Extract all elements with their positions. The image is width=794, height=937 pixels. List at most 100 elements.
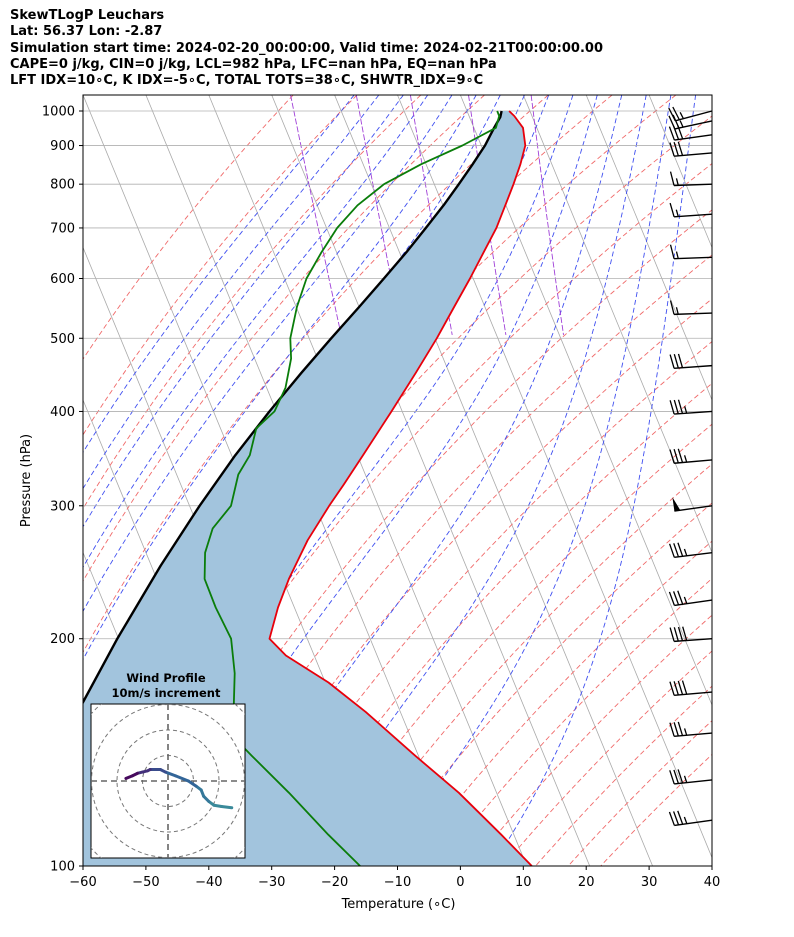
dry-adiabat-line: [437, 577, 712, 866]
x-tick-label: −30: [258, 875, 285, 890]
isotherm-line: [775, 95, 794, 866]
moist-adiabat-line: [112, 95, 574, 866]
temperature-profile-line: [268, 110, 533, 866]
wind-barb: [669, 448, 713, 464]
dry-adiabat-line: [405, 540, 712, 866]
x-tick-label: −50: [132, 875, 159, 890]
isotherm-line: [208, 95, 528, 866]
wind-barb: [668, 125, 713, 141]
x-tick-label: −40: [195, 875, 222, 890]
x-tick-label: −20: [321, 875, 348, 890]
y-tick-label: 400: [50, 405, 75, 420]
hodograph-plot: [91, 704, 245, 858]
dry-adiabat-line: [470, 614, 712, 866]
hodograph-subtitle: 10m/s increment: [112, 686, 221, 700]
dry-adiabat-line: [372, 502, 712, 866]
y-tick-label: 800: [50, 178, 75, 193]
wind-barb: [669, 171, 713, 187]
wind-barb: [669, 626, 713, 643]
wind-barb: [669, 244, 713, 260]
x-tick-label: −10: [384, 875, 411, 890]
parcel-profile-line: [83, 110, 503, 705]
dry-adiabat-line: [274, 382, 712, 866]
hodograph-trace-segment: [186, 779, 198, 788]
y-axis-label: Pressure (hPa): [19, 434, 34, 527]
isotherm-line: [334, 95, 653, 866]
dry-adiabat-line: [144, 209, 712, 866]
isotherm-line: [83, 856, 87, 866]
x-tick-label: 40: [704, 875, 721, 890]
y-tick-label: 300: [50, 499, 75, 514]
dry-adiabat-line: [502, 650, 712, 866]
plot-area: [83, 95, 794, 866]
isotherm-line: [522, 95, 712, 554]
x-tick-label: −60: [69, 875, 96, 890]
chart-header: SkewTLogP Leuchars Lat: 56.37 Lon: -2.87…: [10, 8, 603, 89]
stability-parameters: CAPE=0 j/kg, CIN=0 j/kg, LCL=982 hPa, LF…: [10, 56, 497, 72]
x-axis-label: Temperature (∘C): [341, 897, 456, 912]
y-tick-label: 600: [50, 272, 75, 287]
cin-shaded-area: [83, 111, 532, 866]
mixing-ratio-line: [530, 95, 564, 335]
wind-barb: [669, 202, 713, 218]
moist-adiabat-line: [83, 95, 404, 528]
y-tick-label: 100: [50, 860, 75, 875]
isotherm-line: [271, 95, 591, 866]
wind-barb: [669, 353, 713, 369]
dry-adiabat-line: [83, 95, 422, 510]
x-tick-label: 0: [456, 875, 464, 890]
x-tick-label: 30: [641, 875, 658, 890]
moist-adiabat-line: [218, 95, 623, 866]
isotherm-line: [648, 95, 712, 249]
moist-adiabat-line: [290, 95, 647, 866]
dry-adiabat-line: [307, 423, 712, 866]
dry-adiabat-line: [209, 298, 712, 866]
moist-adiabat-line: [83, 95, 429, 569]
isotherm-line: [460, 95, 712, 707]
wind-barb: [668, 590, 713, 607]
wind-barb: [669, 769, 713, 785]
dry-adiabat-line: [567, 720, 712, 866]
y-tick-label: 200: [50, 632, 75, 647]
dry-adiabat-line: [600, 753, 712, 866]
hodograph-trace-segment: [220, 805, 234, 810]
x-tick-label: 20: [578, 875, 595, 890]
y-tick-label: 500: [50, 332, 75, 347]
hodograph-trace-segment: [174, 774, 190, 783]
location-coordinates: Lat: 56.37 Lon: -2.87: [10, 24, 163, 40]
moist-adiabat-line: [381, 95, 672, 866]
wind-barb: [669, 721, 713, 738]
index-parameters: LFT IDX=10∘C, K IDX=-5∘C, TOTAL TOTS=38∘…: [10, 73, 484, 89]
wind-barb: [669, 300, 713, 316]
wind-barb: [669, 141, 713, 157]
chart-title: SkewTLogP Leuchars: [10, 8, 165, 23]
hodograph-title: Wind Profile: [126, 671, 206, 685]
hodograph-trace-segment: [163, 770, 178, 778]
isotherm-line: [585, 95, 712, 402]
dry-adiabat-line: [339, 463, 712, 866]
moist-adiabat-line: [160, 95, 598, 866]
simulation-times: Simulation start time: 2024-02-20_00:00:…: [10, 40, 603, 56]
isotherm-line: [711, 95, 712, 97]
y-tick-label: 900: [50, 139, 75, 154]
x-tick-label: 10: [515, 875, 532, 890]
wind-barb: [668, 810, 713, 827]
wind-barb: [669, 399, 713, 415]
y-tick-label: 1000: [42, 104, 75, 119]
dry-adiabat-line: [535, 685, 712, 866]
wind-barb: [668, 542, 713, 559]
dry-adiabat-line: [83, 95, 549, 654]
dry-adiabat-line: [83, 95, 485, 582]
wind-barb: [669, 680, 713, 697]
moist-adiabat-line: [83, 95, 380, 490]
moist-adiabat-line: [83, 95, 477, 661]
hodograph-trace-segment: [124, 774, 134, 780]
mixing-ratio-line: [290, 95, 342, 335]
wind-barb: [672, 497, 713, 512]
y-tick-label: 700: [50, 221, 75, 236]
dry-adiabat-line: [83, 115, 712, 861]
moist-adiabat-line: [491, 95, 697, 866]
dry-adiabat-line: [83, 95, 294, 360]
moist-adiabat-line: [83, 95, 453, 613]
